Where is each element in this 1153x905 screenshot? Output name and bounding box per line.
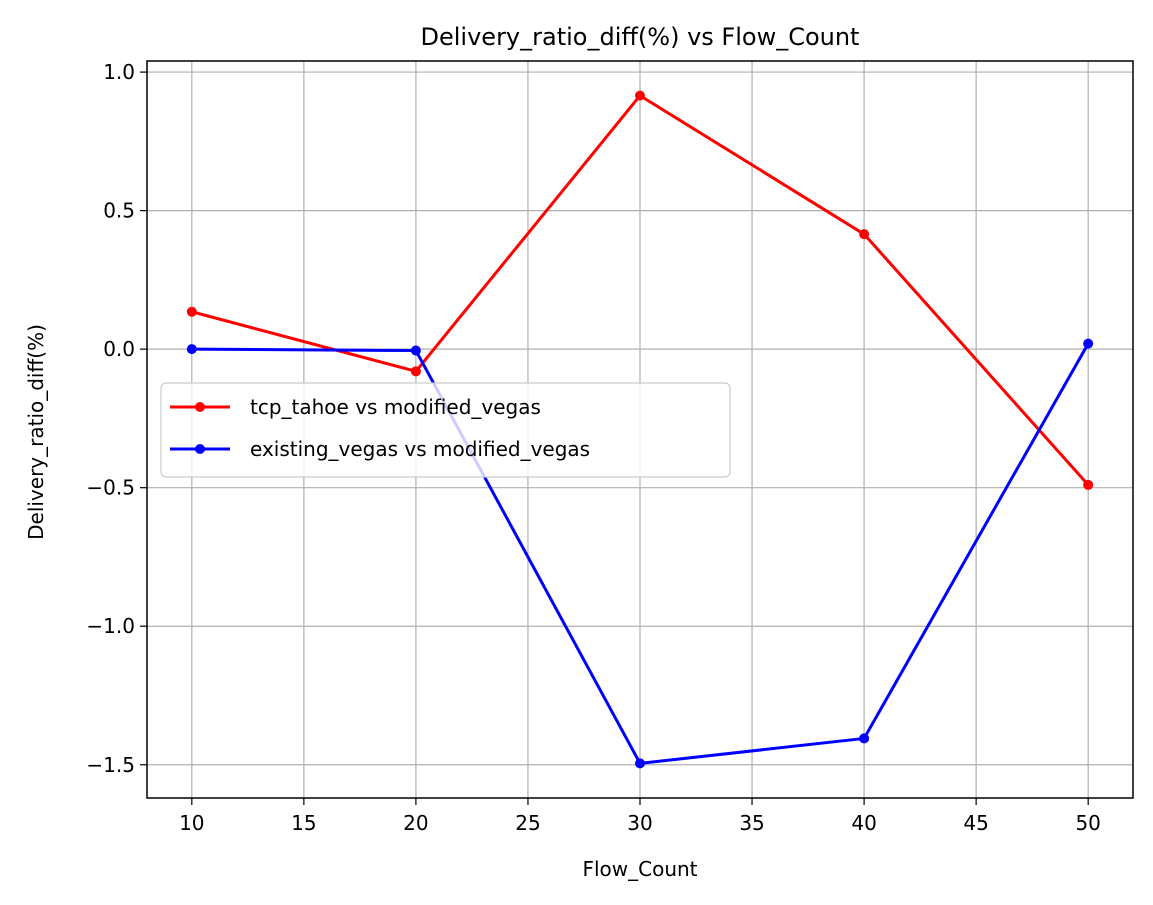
y-tick-label: −0.5 <box>86 476 135 500</box>
legend-marker <box>195 444 205 454</box>
y-tick-label: 1.0 <box>103 60 135 84</box>
legend: tcp_tahoe vs modified_vegas existing_vega… <box>160 382 731 478</box>
x-tick-label: 40 <box>851 811 876 835</box>
y-tick-label: 0.0 <box>103 337 135 361</box>
data-point <box>410 366 421 377</box>
chart-title: Delivery_ratio_diff(%) vs Flow_Count <box>421 23 860 51</box>
y-axis-title: Delivery_ratio_diff(%) <box>24 324 48 540</box>
y-tick-label: −1.0 <box>86 614 135 638</box>
x-tick-label: 35 <box>739 811 764 835</box>
legend-label: existing_vegas vs modified_vegas <box>250 437 590 461</box>
legend-marker <box>195 402 205 412</box>
x-axis-title: Flow_Count <box>582 857 697 881</box>
x-tick-label: 20 <box>403 811 428 835</box>
x-tick-label: 25 <box>515 811 540 835</box>
x-axis-ticks: 10 15 20 25 30 35 40 45 50 <box>179 798 1101 835</box>
x-tick-label: 45 <box>963 811 988 835</box>
data-point <box>635 90 645 101</box>
data-point <box>859 229 870 240</box>
x-tick-label: 50 <box>1075 811 1100 835</box>
series-2 <box>186 338 1094 769</box>
x-tick-label: 15 <box>291 811 316 835</box>
data-point <box>859 733 870 744</box>
series-layer <box>186 90 1094 769</box>
x-tick-label: 10 <box>179 811 204 835</box>
data-point <box>186 344 197 355</box>
data-point <box>186 306 197 317</box>
data-point <box>1083 479 1094 490</box>
data-point <box>1083 338 1094 349</box>
legend-label: tcp_tahoe vs modified_vegas <box>250 395 541 419</box>
y-tick-label: −1.5 <box>86 753 135 777</box>
y-tick-label: 0.5 <box>103 199 135 223</box>
x-tick-label: 30 <box>627 811 652 835</box>
data-point <box>635 758 645 769</box>
y-axis-ticks: 1.0 0.5 0.0 −0.5 −1.0 −1.5 <box>86 60 147 777</box>
legend-box <box>160 382 731 478</box>
data-point <box>410 345 421 356</box>
